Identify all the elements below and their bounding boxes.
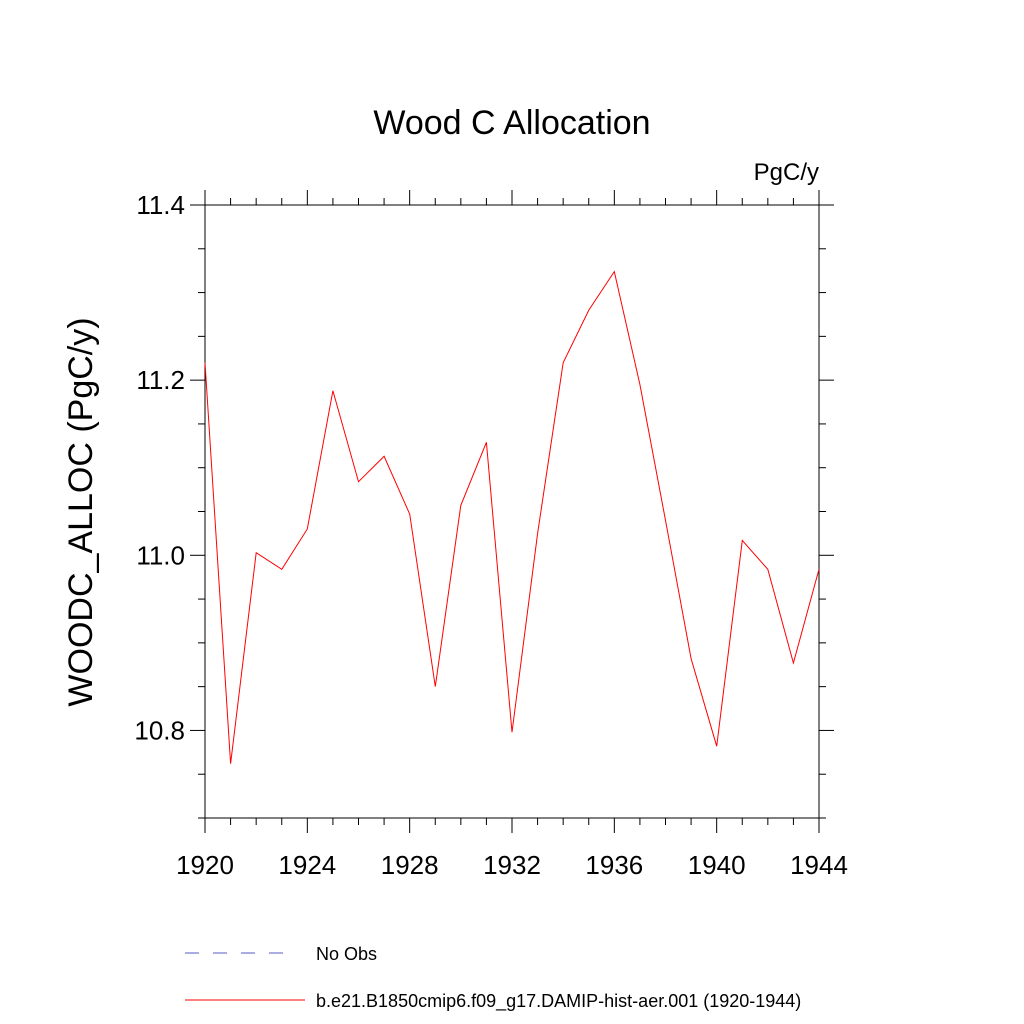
series-line bbox=[204, 270, 820, 764]
legend-label: No Obs bbox=[316, 944, 377, 964]
x-tick-label: 1940 bbox=[688, 850, 746, 880]
y-tick-label: 11.4 bbox=[136, 190, 185, 220]
legend-label: b.e21.B1850cmip6.f09_g17.DAMIP-hist-aer.… bbox=[316, 991, 801, 1012]
x-tick-label: 1944 bbox=[790, 850, 848, 880]
y-tick-label: 11.2 bbox=[136, 365, 185, 395]
x-tick-label: 1928 bbox=[381, 850, 439, 880]
x-tick-label: 1936 bbox=[585, 850, 643, 880]
x-tick-label: 1920 bbox=[176, 850, 234, 880]
x-tick-label: 1924 bbox=[278, 850, 336, 880]
legend: No Obs b.e21.B1850cmip6.f09_g17.DAMIP-his… bbox=[185, 944, 801, 1012]
y-tick-label: 11.0 bbox=[136, 540, 185, 570]
units-label: PgC/y bbox=[754, 159, 819, 186]
plot-frame bbox=[204, 204, 820, 819]
x-tick-label: 1932 bbox=[483, 850, 541, 880]
chart-title: Wood C Allocation bbox=[373, 104, 650, 142]
y-tick-label: 10.8 bbox=[134, 715, 185, 745]
plot-area: 1920 1924 1928 1932 1936 1940 1944 10.8 11.0 11.2… bbox=[134, 190, 848, 880]
y-axis-label: WOODC_ALLOC (PgC/y) bbox=[62, 317, 100, 706]
